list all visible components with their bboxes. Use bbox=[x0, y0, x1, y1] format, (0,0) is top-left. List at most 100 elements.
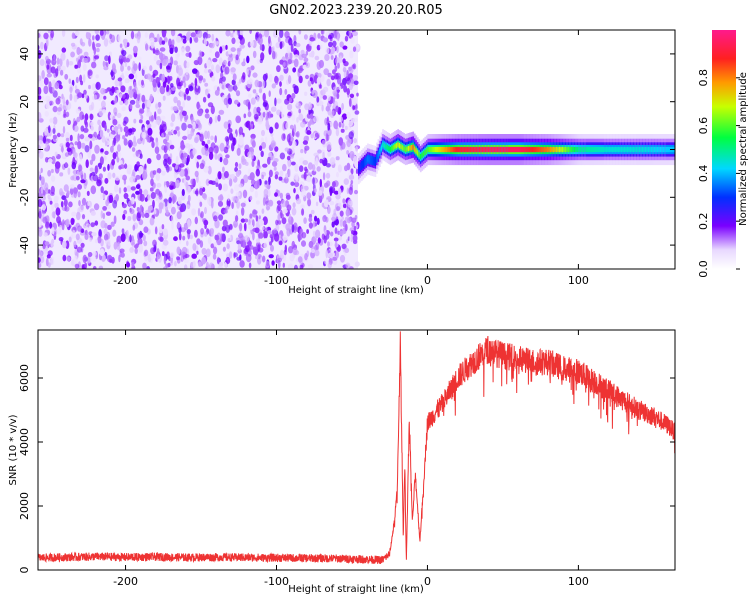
colorbar-tick-label: 0.4 bbox=[697, 165, 710, 183]
noise-speck bbox=[172, 106, 178, 112]
noise-speck bbox=[312, 221, 316, 228]
noise-speck bbox=[192, 68, 198, 74]
noise-speck bbox=[215, 146, 219, 154]
noise-speck bbox=[346, 150, 350, 155]
noise-speck bbox=[280, 111, 284, 118]
noise-speck bbox=[269, 126, 274, 134]
noise-speck bbox=[47, 194, 51, 200]
noise-speck bbox=[289, 153, 295, 159]
noise-speck bbox=[192, 148, 197, 155]
noise-speck bbox=[244, 121, 250, 128]
ridge-cell bbox=[558, 148, 561, 151]
noise-speck bbox=[67, 148, 73, 156]
noise-speck bbox=[306, 171, 312, 177]
noise-speck bbox=[135, 184, 141, 190]
noise-speck bbox=[261, 208, 265, 214]
noise-speck bbox=[104, 124, 107, 132]
noise-speck bbox=[117, 144, 121, 152]
noise-speck bbox=[154, 102, 159, 111]
ridge-cell bbox=[533, 148, 535, 151]
ridge-cell bbox=[542, 148, 544, 151]
noise-speck bbox=[303, 217, 307, 225]
noise-speck bbox=[199, 133, 204, 142]
noise-speck bbox=[233, 220, 238, 228]
noise-speck bbox=[109, 258, 113, 263]
noise-speck bbox=[304, 103, 310, 111]
snr-series-line bbox=[38, 331, 675, 565]
noise-speck bbox=[109, 33, 113, 40]
noise-speck bbox=[38, 257, 41, 263]
ridge-cell bbox=[413, 147, 416, 151]
noise-speck bbox=[142, 262, 147, 269]
noise-speck bbox=[334, 233, 339, 239]
noise-speck bbox=[250, 137, 255, 146]
noise-speck bbox=[190, 178, 195, 185]
noise-speck bbox=[95, 74, 99, 79]
noise-speck bbox=[38, 199, 43, 208]
noise-speck bbox=[41, 249, 47, 258]
noise-speck bbox=[141, 211, 145, 218]
noise-speck bbox=[155, 76, 160, 84]
noise-speck bbox=[117, 34, 122, 42]
noise-speck bbox=[187, 230, 191, 240]
noise-speck bbox=[329, 157, 336, 165]
noise-speck bbox=[223, 97, 229, 106]
noise-speck bbox=[177, 196, 182, 205]
noise-speck bbox=[108, 55, 111, 65]
noise-speck bbox=[348, 98, 352, 107]
noise-speck bbox=[242, 72, 246, 80]
noise-speck bbox=[120, 58, 123, 66]
noise-speck bbox=[55, 97, 61, 105]
noise-speck bbox=[119, 100, 124, 106]
noise-speck bbox=[82, 63, 87, 71]
noise-speck bbox=[45, 101, 50, 110]
noise-speck bbox=[288, 168, 291, 178]
noise-speck bbox=[263, 30, 270, 38]
noise-speck bbox=[302, 160, 309, 166]
noise-speck bbox=[213, 215, 218, 222]
noise-speck bbox=[155, 193, 158, 202]
noise-speck bbox=[310, 133, 314, 139]
noise-speck bbox=[214, 219, 220, 229]
noise-speck bbox=[182, 235, 186, 241]
noise-speck bbox=[162, 67, 165, 74]
noise-speck bbox=[350, 37, 355, 44]
noise-speck bbox=[149, 37, 155, 43]
noise-speck bbox=[129, 103, 133, 110]
noise-speck bbox=[180, 227, 186, 233]
noise-speck bbox=[227, 194, 230, 202]
noise-speck bbox=[221, 225, 227, 232]
noise-speck bbox=[56, 57, 60, 66]
noise-speck bbox=[123, 178, 127, 185]
ridge-cell bbox=[560, 148, 562, 151]
noise-speck bbox=[111, 86, 115, 94]
noise-speck bbox=[310, 209, 315, 215]
colorbar-label: Normalized spectral amplitude bbox=[738, 72, 749, 226]
noise-speck bbox=[78, 164, 83, 173]
ridge-cell bbox=[493, 148, 496, 151]
ridge-cell bbox=[596, 148, 599, 151]
noise-speck bbox=[50, 240, 54, 248]
noise-speck bbox=[126, 262, 131, 268]
noise-speck bbox=[100, 220, 106, 229]
noise-speck bbox=[123, 209, 128, 215]
ridge-cell bbox=[646, 148, 648, 151]
ridge-cell bbox=[655, 148, 658, 151]
noise-speck bbox=[321, 233, 325, 240]
noise-speck bbox=[40, 95, 45, 104]
noise-speck bbox=[154, 111, 157, 121]
ridge-cell bbox=[585, 148, 588, 151]
noise-speck bbox=[173, 236, 178, 242]
noise-speck bbox=[336, 45, 339, 54]
noise-speck bbox=[124, 78, 130, 84]
noise-speck bbox=[134, 73, 138, 79]
noise-speck bbox=[152, 199, 155, 209]
ridge-cell bbox=[429, 148, 431, 151]
noise-speck bbox=[163, 158, 168, 167]
noise-speck bbox=[144, 197, 148, 202]
noise-speck bbox=[319, 44, 323, 49]
noise-speck bbox=[129, 85, 133, 91]
noise-speck bbox=[301, 240, 306, 247]
noise-speck bbox=[166, 65, 172, 73]
noise-speck bbox=[327, 241, 330, 248]
